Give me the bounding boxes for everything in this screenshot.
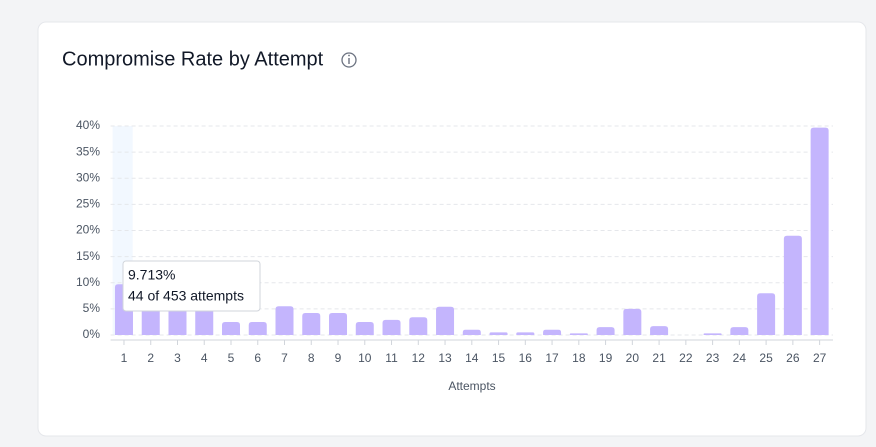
y-tick-label: 40% [76,118,100,132]
y-tick-label: 20% [76,223,100,237]
bar [275,306,294,335]
y-tick-label: 15% [76,249,100,263]
x-tick-label: 20 [626,351,640,365]
x-tick-label: 13 [438,351,452,365]
x-tick-label: 22 [679,351,693,365]
tooltip: 9.713% 44 of 453 attempts [122,260,261,312]
bar [355,321,374,335]
bar [810,127,829,335]
y-tick-label: 0% [83,327,101,341]
x-tick-label: 25 [759,351,773,365]
x-tick-label: 3 [174,351,181,365]
bar [409,317,428,335]
x-tick-label: 15 [492,351,506,365]
bar [730,327,749,335]
y-tick-label: 35% [76,144,100,158]
bar [382,319,401,335]
x-tick-label: 5 [228,351,235,365]
y-tick-label: 10% [76,275,100,289]
y-tick-label: 25% [76,197,100,211]
bar [489,332,508,335]
bar [462,329,481,335]
chart-title: Compromise Rate by Attempt [62,48,324,70]
x-tick-label: 7 [281,351,288,365]
bar [703,333,722,335]
x-tick-label: 8 [308,351,315,365]
bar [596,327,615,335]
bar [623,308,642,335]
x-tick-label: 1 [121,351,128,365]
bar [650,326,669,335]
bar [543,329,562,335]
bar [222,321,240,335]
x-tick-label: 21 [652,351,666,365]
info-icon[interactable] [341,52,357,68]
bar [783,235,802,335]
x-tick-label: 23 [706,351,720,365]
x-tick-label: 14 [465,351,479,365]
x-tick-label: 4 [201,351,208,365]
x-tick-label: 19 [599,351,613,365]
bar [436,306,455,335]
bar [516,332,535,335]
tooltip-detail: 44 of 453 attempts [128,288,244,304]
bar [329,313,348,335]
x-tick-label: 2 [147,351,154,365]
x-tick-label: 16 [519,351,533,365]
x-tick-label: 24 [733,351,747,365]
x-tick-label: 12 [412,351,426,365]
x-tick-label: 17 [545,351,559,365]
x-tick-label: 26 [786,351,800,365]
x-axis-title: Attempts [448,379,495,393]
y-tick-label: 30% [76,170,100,184]
bar [757,293,776,335]
x-tick-label: 27 [813,351,827,365]
x-tick-label: 11 [385,351,398,365]
bar [302,313,321,335]
x-tick-label: 10 [358,351,372,365]
x-tick-label: 9 [335,351,342,365]
bar [569,333,588,335]
x-tick-label: 6 [254,351,261,365]
x-tick-label: 18 [572,351,586,365]
tooltip-value: 9.713% [128,267,175,283]
bar [248,321,267,335]
card [37,21,867,437]
y-tick-label: 5% [83,301,101,315]
